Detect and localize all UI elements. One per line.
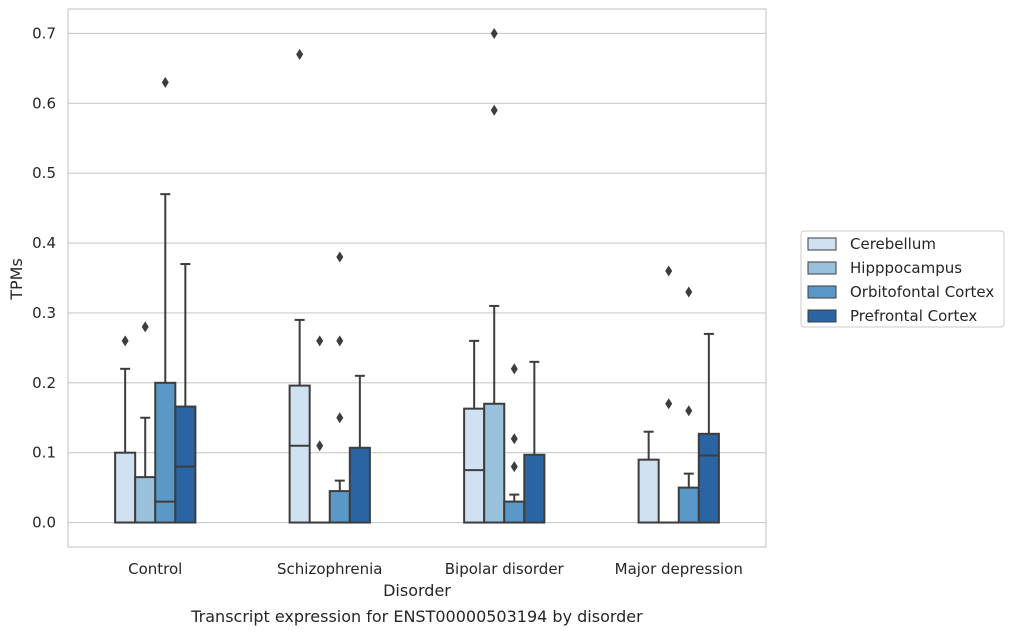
box [637,458,660,524]
box-series [114,27,720,524]
outlier-point [296,48,304,60]
x-tick-label: Control [128,560,182,578]
box [348,446,371,524]
y-tick-label: 0.1 [32,444,56,462]
outlier-point [141,321,149,333]
box-group [677,286,700,524]
box [697,432,720,524]
box [523,453,546,524]
x-tick-labels: Control Schizophrenia Bipolar disorder Majo… [128,560,743,578]
y-tick-label: 0.4 [32,234,56,252]
box [483,402,506,524]
outlier-point [510,363,518,375]
box-group [463,339,486,524]
outlier-point [510,461,518,473]
box-group [503,363,526,524]
box [288,384,311,524]
y-tick-label: 0.5 [32,164,56,182]
y-tick-label: 0.2 [32,374,56,392]
legend-swatch [807,261,837,275]
box-group [288,48,311,524]
box-group [483,27,506,524]
y-tick-label: 0.6 [32,94,56,112]
x-tick-label: Bipolar disorder [445,560,565,578]
outlier-point [510,433,518,445]
outlier-point [685,286,693,298]
box [174,405,197,524]
y-tick-labels: 0.0 0.1 0.2 0.3 0.4 0.5 0.6 0.7 [32,24,56,531]
outlier-point [665,398,673,410]
box-group [114,335,137,524]
outlier-point [316,335,324,347]
box [503,500,526,524]
plot-frame [67,8,767,548]
box-group [154,76,177,524]
outlier-point [336,412,344,424]
box-group [697,332,720,524]
chart-caption: Transcript expression for ENST0000050319… [190,607,643,626]
outlier-point [336,335,344,347]
box-group [348,374,371,524]
legend-swatch [807,237,837,251]
y-tick-label: 0.0 [32,514,56,532]
outlier-point [685,405,693,417]
box-group [308,335,331,524]
box-group [134,321,157,524]
box-group [523,360,546,524]
legend-label: Prefrontal Cortex [850,307,977,325]
box [134,476,157,524]
legend-label: Cerebellum [850,235,936,253]
legend-label: Hipppocampus [850,259,962,277]
legend-frame [800,230,1005,328]
outlier-point [121,335,129,347]
x-tick-label: Schizophrenia [277,560,382,578]
box-group [174,263,197,524]
box [677,486,700,524]
box-group [657,265,680,524]
legend-label: Orbitofontal Cortex [850,283,994,301]
outlier-point [490,104,498,116]
box-group [328,251,351,524]
legend-swatch [807,285,837,299]
box-group [637,430,660,524]
y-axis-label: TPMs [7,258,26,301]
outlier-point [490,27,498,39]
y-tick-label: 0.7 [32,24,56,42]
x-axis-label: Disorder [383,581,451,600]
outlier-point [161,76,169,88]
outlier-point [665,265,673,277]
box [114,451,137,524]
y-tick-label: 0.3 [32,304,56,322]
legend: Cerebellum Hipppocampus Orbitofontal Corte… [800,230,1005,328]
outlier-point [336,251,344,263]
box [463,407,486,524]
legend-swatch [807,309,837,323]
box [328,490,351,524]
outlier-point [316,440,324,452]
x-tick-label: Major depression [615,560,743,578]
